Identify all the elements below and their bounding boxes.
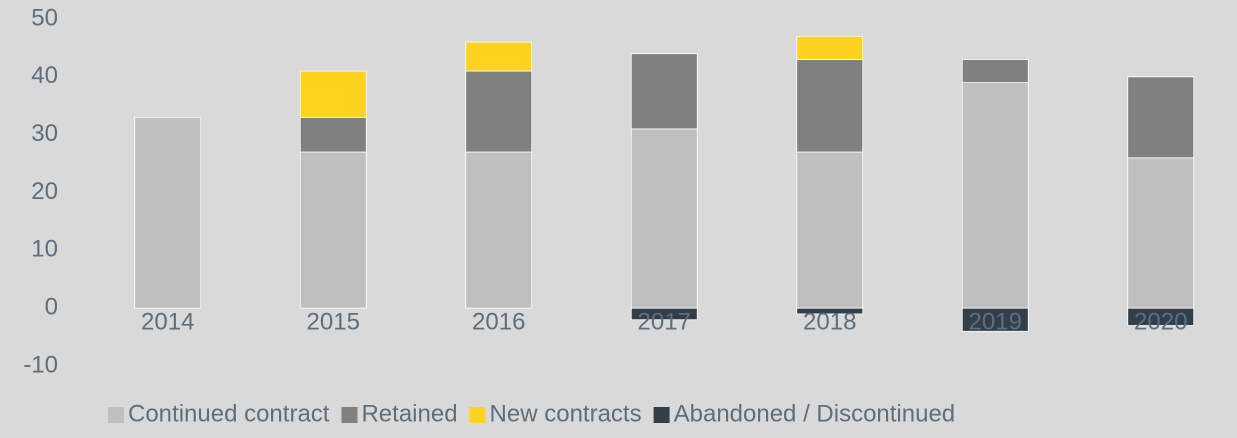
bar-segment xyxy=(630,307,698,321)
legend-label: Retained xyxy=(361,400,457,427)
legend-label: New contracts xyxy=(490,400,642,427)
legend-swatch xyxy=(469,407,486,423)
x-tick-label: 2015 xyxy=(307,309,360,336)
x-tick-label: 2014 xyxy=(141,309,194,336)
bar-segment xyxy=(796,59,864,153)
y-tick-label: 30 xyxy=(31,120,58,147)
bar-segment xyxy=(630,128,698,309)
legend-swatch xyxy=(108,407,124,423)
legend-swatch xyxy=(341,407,358,423)
bar-segment xyxy=(796,35,864,60)
y-tick-label: 50 xyxy=(31,4,58,31)
legend-label: Abandoned / Discontinued xyxy=(674,400,956,427)
legend-label: Continued contract xyxy=(128,400,330,427)
bar-segment xyxy=(465,41,533,72)
bar-segment xyxy=(299,151,367,309)
y-tick-label: 10 xyxy=(31,236,58,263)
x-tick-label: 2018 xyxy=(803,309,856,336)
legend-swatch xyxy=(653,407,670,423)
bar-segment xyxy=(961,59,1029,84)
x-tick-label: 2016 xyxy=(472,309,525,336)
bar-segment xyxy=(299,116,367,153)
bar-segment xyxy=(1127,307,1195,326)
bar-segment xyxy=(961,82,1029,309)
bar-segment xyxy=(465,70,533,153)
bar-segment xyxy=(465,151,533,309)
y-tick-label: -10 xyxy=(23,351,58,378)
x-tick-label: 2019 xyxy=(969,309,1022,336)
bar-segment xyxy=(796,307,864,315)
bar-segment xyxy=(299,70,367,118)
y-tick-label: 0 xyxy=(45,294,58,321)
y-tick-label: 20 xyxy=(31,178,58,205)
bar-segment xyxy=(1127,157,1195,309)
bar-segment xyxy=(796,151,864,309)
bar-segment xyxy=(1127,76,1195,159)
bar-segment xyxy=(961,307,1029,332)
x-tick-label: 2020 xyxy=(1134,309,1187,336)
x-tick-label: 2017 xyxy=(638,309,691,336)
bar-segment xyxy=(630,53,698,130)
bar-segment xyxy=(134,116,202,309)
y-tick-label: 40 xyxy=(31,62,58,89)
